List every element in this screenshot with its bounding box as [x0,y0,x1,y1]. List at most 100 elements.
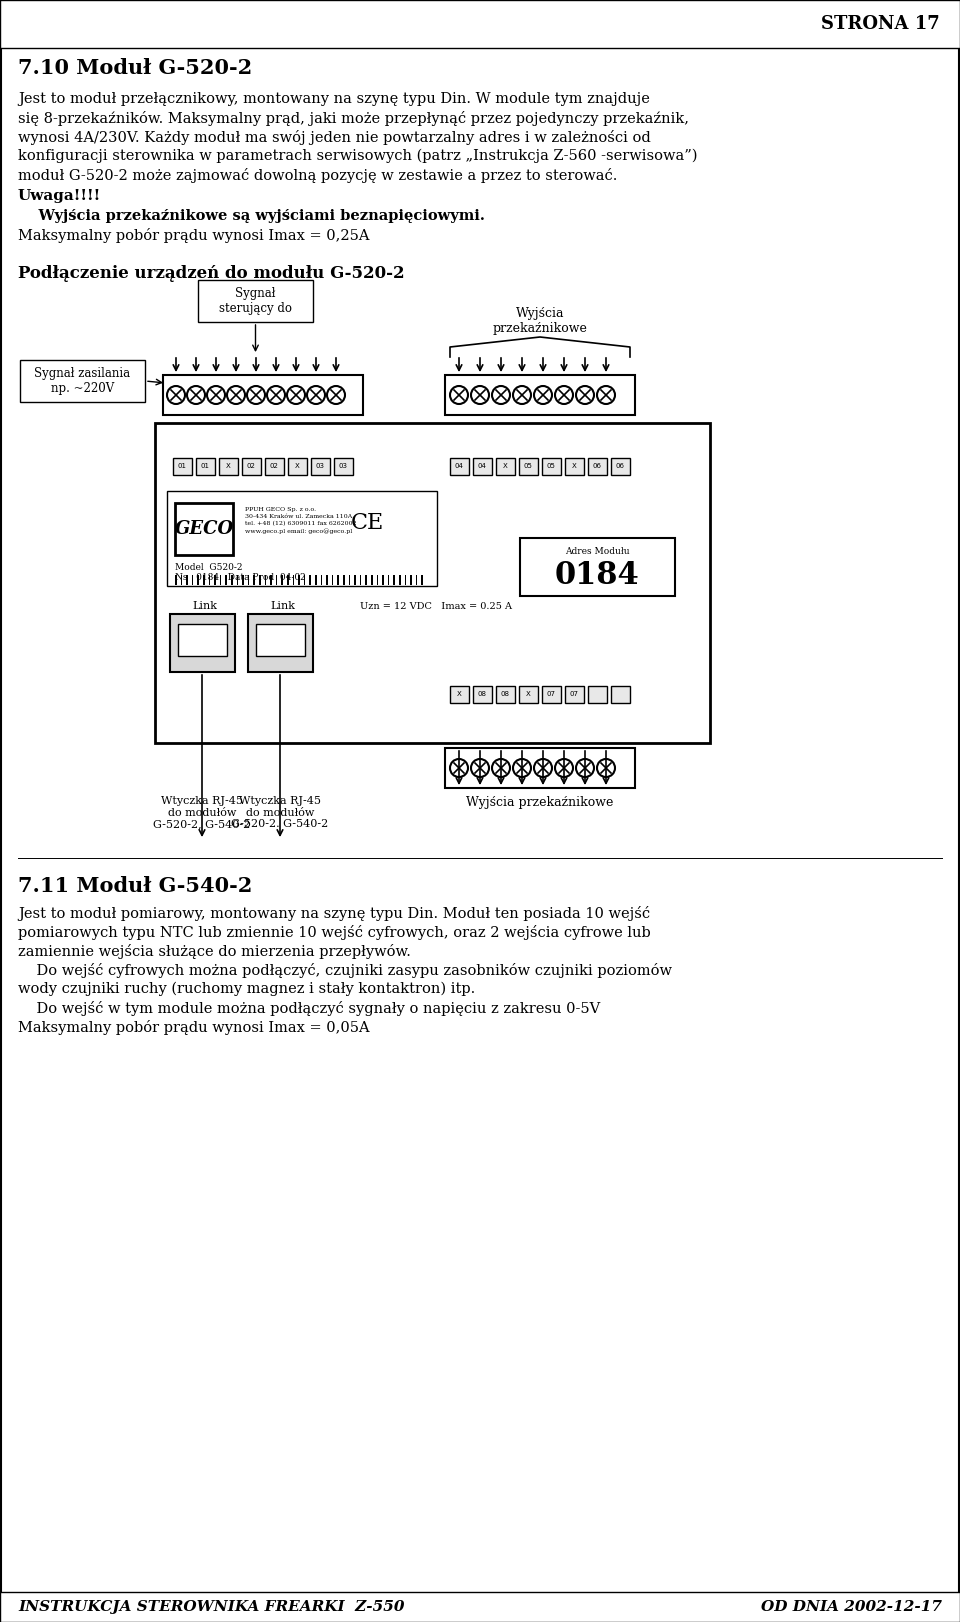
Text: CE: CE [350,513,384,534]
Text: Link: Link [271,602,296,611]
Bar [329,576,331,586]
Bar [363,576,364,586]
Bar [396,576,397,586]
Text: pomiarowych typu NTC lub zmiennie 10 wejść cyfrowych, oraz 2 wejścia cyfrowe lub: pomiarowych typu NTC lub zmiennie 10 wej… [18,925,651,941]
Bar [309,576,311,586]
Bar [198,281,313,323]
Bar [290,576,291,586]
Bar [382,576,384,586]
Text: wynosi 4A/230V. Każdy moduł ma swój jeden nie powtarzalny adres i w zależności o: wynosi 4A/230V. Każdy moduł ma swój jede… [18,130,651,144]
Bar [326,576,327,586]
Bar [167,491,437,586]
Text: INSTRUKCJA STEROWNIKA FREARKI  Z-550: INSTRUKCJA STEROWNIKA FREARKI Z-550 [18,1599,404,1614]
Text: Sygnał zasilania
np. ~220V: Sygnał zasilania np. ~220V [35,367,131,396]
Bar [306,576,308,586]
Bar [228,576,229,586]
Bar [473,686,492,702]
Bar [186,576,188,586]
Bar [373,576,375,586]
Bar [315,576,317,586]
Text: moduł G-520-2 może zajmować dowolną pozycję w zestawie a przez to sterować.: moduł G-520-2 może zajmować dowolną pozy… [18,169,617,183]
Bar [205,576,207,586]
Text: się 8-przekaźników. Maksymalny prąd, jaki może przepłynąć przez pojedynczy przek: się 8-przekaźników. Maksymalny prąd, jak… [18,110,689,127]
Bar [385,576,387,586]
Text: 07: 07 [569,691,579,697]
Bar [251,576,252,586]
Text: 06: 06 [592,462,602,469]
Text: X: X [526,691,530,697]
Text: 01: 01 [201,462,209,469]
Bar [366,576,367,586]
Bar [170,615,235,672]
Text: 7.10 Moduł G-520-2: 7.10 Moduł G-520-2 [18,58,252,78]
Bar [189,576,191,586]
Text: Uwaga!!!!: Uwaga!!!! [18,190,101,203]
Text: Wtyczka RJ-45
do modułów
G-520-2. G-540-2: Wtyczka RJ-45 do modułów G-520-2. G-540-… [231,796,328,829]
Bar [234,576,235,586]
Bar [231,576,233,586]
Bar [256,624,305,655]
Bar [611,686,630,702]
Text: Wtyczka RJ-45
do modułów
G-520-2, G-540-2: Wtyczka RJ-45 do modułów G-520-2, G-540-… [154,796,251,829]
Text: Adres Modułu: Adres Modułu [565,547,630,555]
Bar [163,375,363,415]
Bar [588,686,607,702]
Bar [410,576,412,586]
Text: 07: 07 [546,691,556,697]
Bar [208,576,210,586]
Text: 05: 05 [546,462,556,469]
Bar [611,457,630,475]
Text: 7.11 Moduł G-540-2: 7.11 Moduł G-540-2 [18,876,252,895]
Bar [360,576,361,586]
Bar [236,576,238,586]
Bar [496,457,515,475]
Bar [242,576,244,586]
Bar [201,576,202,586]
Bar [178,576,180,586]
Text: Model  G520-2
Ns   0184   Data Prod  04-02: Model G520-2 Ns 0184 Data Prod 04-02 [175,563,305,582]
Text: Do wejść w tym module można podłączyć sygnały o napięciu z zakresu 0-5V: Do wejść w tym module można podłączyć sy… [18,1001,600,1015]
Text: 01: 01 [178,462,186,469]
Bar [318,576,320,586]
Bar [404,576,406,586]
Bar [303,576,305,586]
Bar [351,576,353,586]
Text: X: X [226,462,230,469]
Bar [343,576,345,586]
Text: Jest to moduł przełącznikowy, montowany na szynę typu Din. W module tym znajduje: Jest to moduł przełącznikowy, montowany … [18,92,650,105]
Bar [413,576,415,586]
Text: Podłączenie urządzeń do modułu G-520-2: Podłączenie urządzeń do modułu G-520-2 [18,264,404,282]
Bar [407,576,409,586]
Bar [276,576,277,586]
Text: Sygnał
sterujący do: Sygnał sterujący do [219,287,292,315]
Bar [284,576,286,586]
Bar [473,457,492,475]
Text: Wyjścia przekaźnikowe: Wyjścia przekaźnikowe [467,796,613,809]
Bar [198,576,199,586]
Bar [287,576,289,586]
Bar [299,576,300,586]
Bar [450,457,469,475]
Bar [340,576,342,586]
Text: 06: 06 [615,462,625,469]
Bar [357,576,359,586]
Bar [354,576,356,586]
Bar [348,576,350,586]
Bar [245,576,247,586]
Bar [203,576,205,586]
Bar [520,539,675,595]
Bar [195,576,196,586]
Bar [335,576,336,586]
Text: wody czujniki ruchy (ruchomy magnez i stały kontaktron) itp.: wody czujniki ruchy (ruchomy magnez i st… [18,981,475,996]
Bar [242,457,261,475]
Bar [519,686,538,702]
Bar [321,576,323,586]
Bar [265,457,284,475]
Text: Maksymalny pobór prądu wynosi Imax = 0,25A: Maksymalny pobór prądu wynosi Imax = 0,2… [18,229,370,243]
Bar [542,686,561,702]
Text: Jest to moduł pomiarowy, montowany na szynę typu Din. Moduł ten posiada 10 wejść: Jest to moduł pomiarowy, montowany na sz… [18,907,650,921]
Bar [214,576,216,586]
Text: Maksymalny pobór prądu wynosi Imax = 0,05A: Maksymalny pobór prądu wynosi Imax = 0,0… [18,1020,370,1035]
Bar [248,615,313,672]
Bar [542,457,561,475]
